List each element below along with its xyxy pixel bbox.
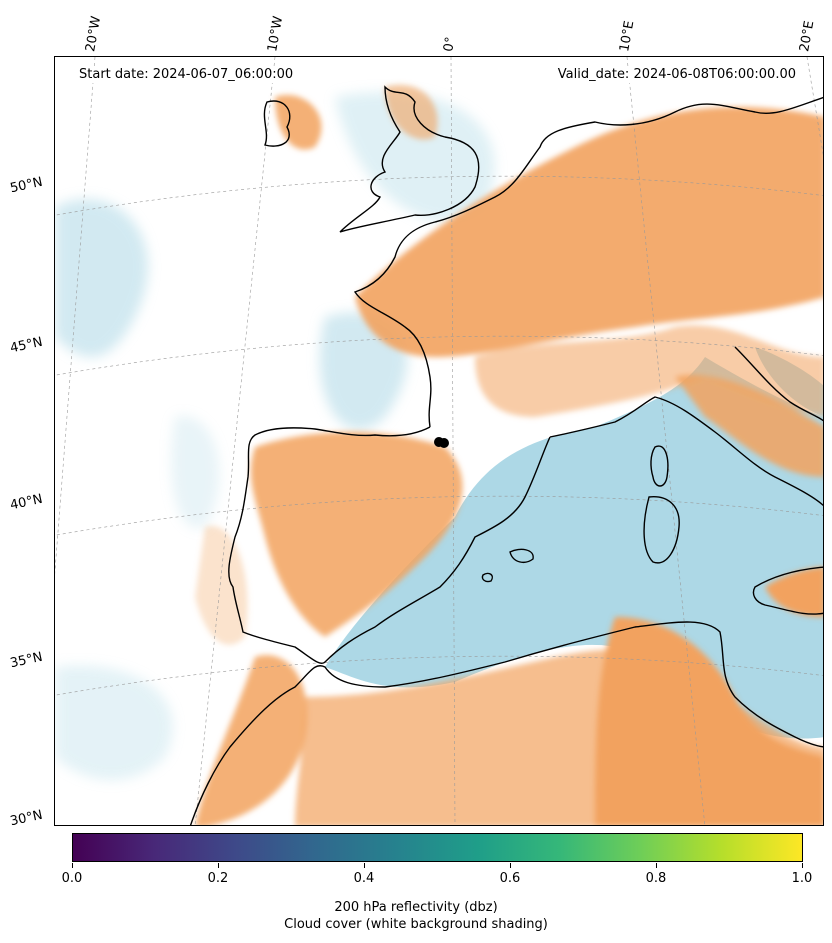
colorbar-tick-label: 0.8 [645,871,667,886]
blue-shading [55,91,495,781]
colorbar-label: 200 hPa reflectivity (dbz) [334,900,498,915]
lat-label-30n: 30°N [8,807,44,830]
lat-label-45n: 45°N [8,334,44,357]
colorbar-tick [510,863,511,868]
colorbar-tick [364,863,365,868]
lat-label-50n: 50°N [8,174,44,197]
colorbar-tick-label: 0.0 [61,871,83,886]
colorbar-tick-label: 0.4 [353,871,375,886]
graticule [55,57,823,825]
colorbar [72,833,803,862]
lon-label-10w: 10°W [265,15,287,54]
location-marker [434,437,449,448]
map-panel [54,56,824,826]
lat-label-40n: 40°N [8,491,44,514]
lat-label-35n: 35°N [8,649,44,672]
map-canvas [55,57,823,825]
colorbar-tick [218,863,219,868]
lon-label-20w: 20°W [83,15,105,54]
colorbar-tick-label: 1.0 [791,871,813,886]
lon-label-0: 0° [441,35,459,53]
lon-label-10e: 10°E [617,19,638,54]
coastlines [189,85,823,825]
colorbar-sublabel: Cloud cover (white background shading) [284,917,548,932]
lon-label-20e: 20°E [797,19,818,54]
colorbar-tick [802,863,803,868]
colorbar-tick [656,863,657,868]
colorbar-tick-label: 0.2 [207,871,229,886]
start-date-label: Start date: 2024-06-07_06:00:00 [73,66,300,83]
valid-date-label: Valid_date: 2024-06-08T06:00:00.00 [551,66,802,83]
colorbar-tick [72,863,73,868]
colorbar-tick-label: 0.6 [499,871,521,886]
